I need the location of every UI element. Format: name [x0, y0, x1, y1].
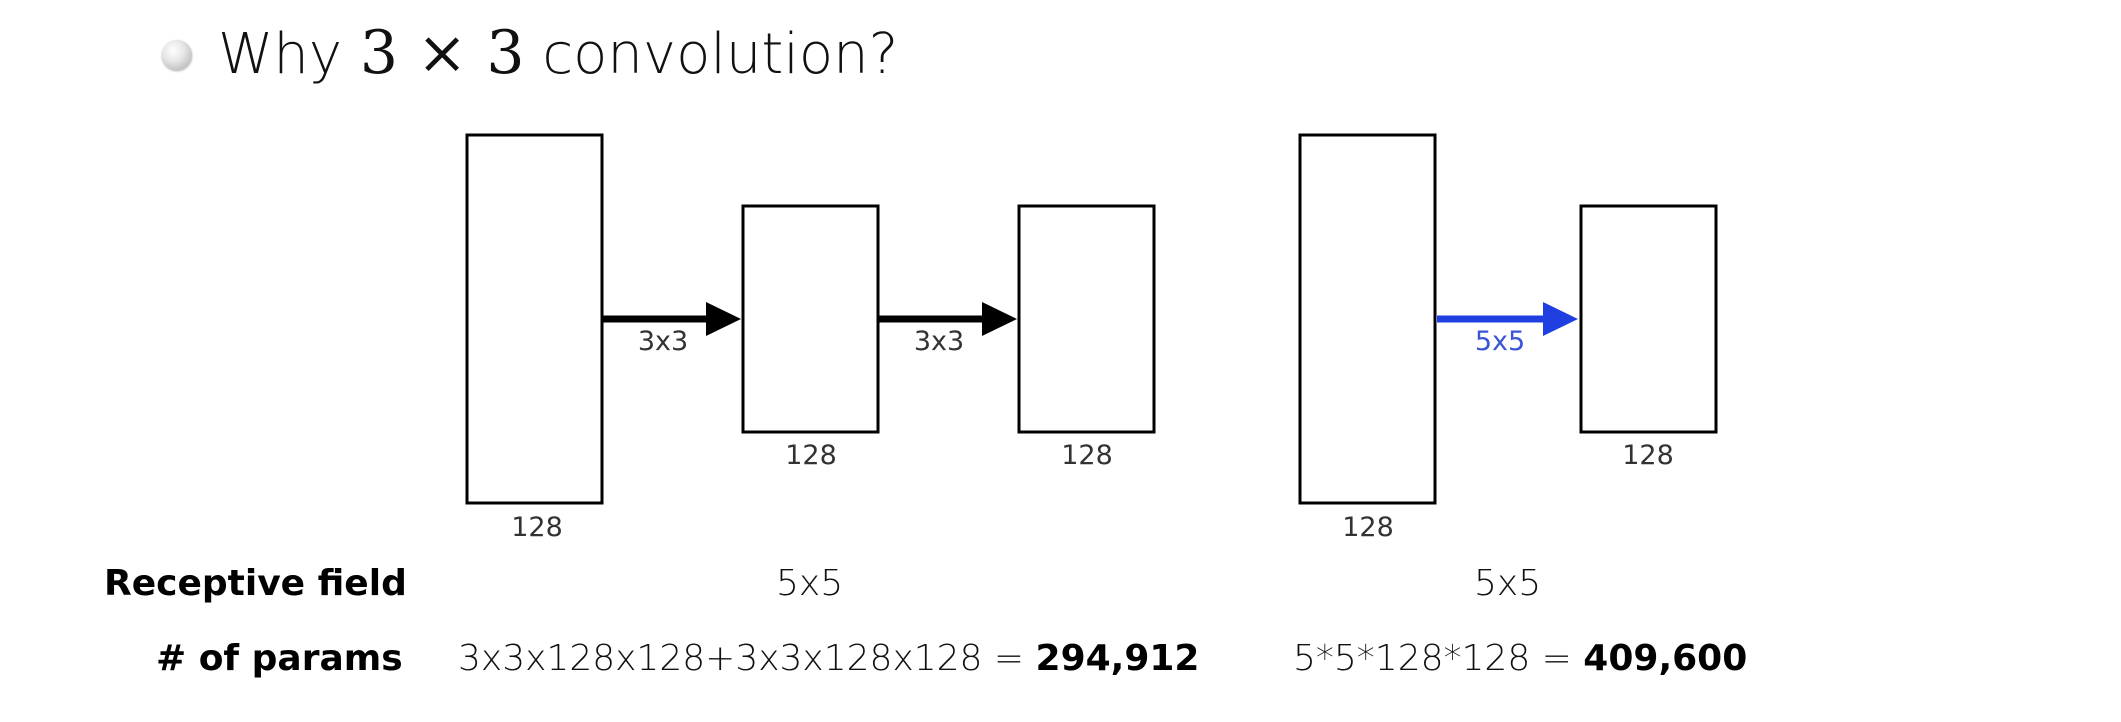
left-box-3-label: 128: [1061, 440, 1113, 471]
receptive-field-right-value: 5x5: [1474, 563, 1542, 604]
right-box-2: [1579, 204, 1718, 434]
receptive-field-left-value: 5x5: [776, 563, 844, 604]
params-right-expr: 5*5*128*128 =: [1293, 638, 1584, 679]
title-math: 3 × 3: [359, 18, 525, 88]
left-arrow-1: [602, 302, 741, 336]
bullet-icon: [162, 40, 192, 70]
right-arrow-1: [1437, 302, 1578, 336]
title-suffix: convolution?: [524, 22, 899, 87]
left-box-2: [741, 204, 880, 434]
left-box-1-label: 128: [511, 512, 563, 543]
left-box-3: [1017, 204, 1156, 434]
left-box-2-label: 128: [785, 440, 837, 471]
right-box-2-label: 128: [1622, 440, 1674, 471]
left-arrow-2: [878, 302, 1017, 336]
params-left-expr: 3x3x128x128+3x3x128x128 =: [458, 638, 1036, 679]
left-box-1: [465, 133, 604, 505]
left-arrow-1-label: 3x3: [638, 326, 688, 357]
params-right-total: 409,600: [1583, 638, 1748, 679]
params-label: # of params: [156, 638, 403, 679]
params-left-value: 3x3x128x128+3x3x128x128 = 294,912: [458, 638, 1199, 679]
receptive-field-label: Receptive field: [104, 563, 407, 604]
right-box-1: [1298, 133, 1437, 505]
params-left-total: 294,912: [1035, 638, 1200, 679]
slide-title: Why 3 × 3 convolution?: [160, 18, 899, 88]
right-arrow-1-label: 5x5: [1475, 326, 1525, 357]
left-arrow-2-label: 3x3: [914, 326, 964, 357]
title-prefix: Why: [218, 22, 360, 87]
right-box-1-label: 128: [1342, 512, 1394, 543]
params-right-value: 5*5*128*128 = 409,600: [1293, 638, 1747, 679]
